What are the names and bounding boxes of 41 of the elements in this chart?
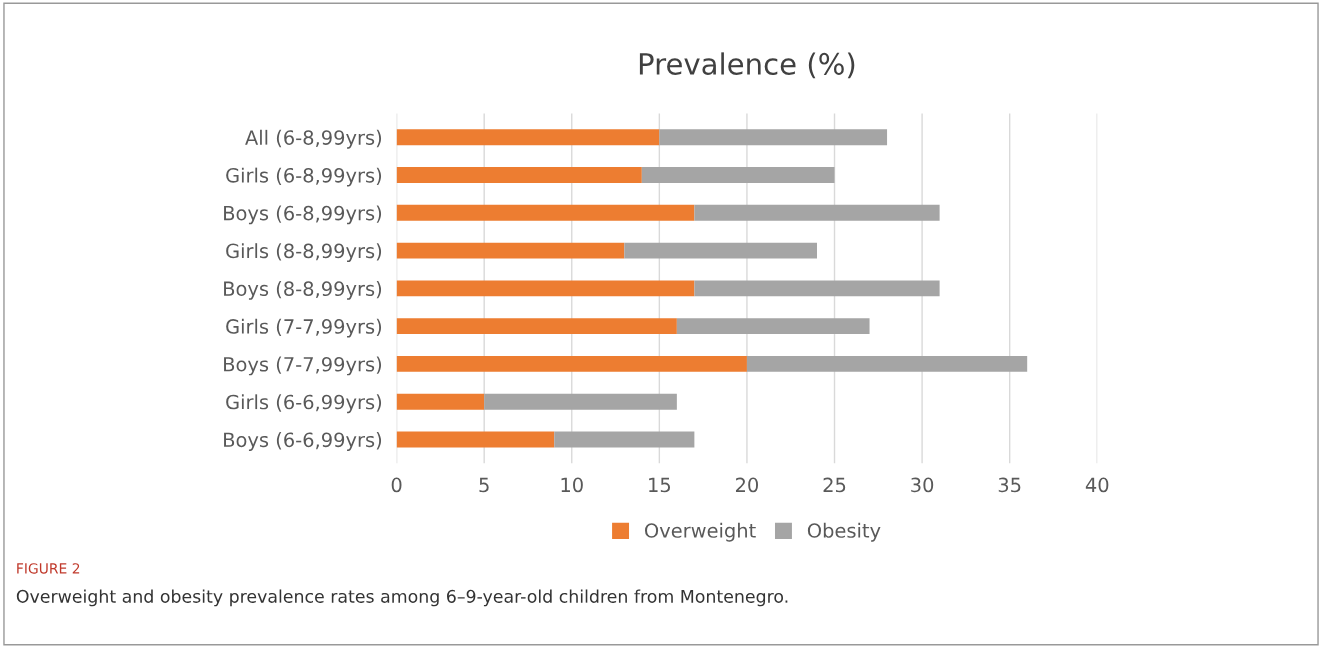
x-tick-label: 5 — [479, 477, 489, 493]
bar — [396, 129, 660, 146]
y-tick-label: Girls (6-6,99yrs) — [226, 394, 382, 414]
bar — [396, 242, 625, 259]
bar — [396, 280, 695, 297]
x-tick-label: 20 — [735, 477, 759, 493]
y-tick-label: All (6-8,99yrs) — [245, 129, 382, 149]
bar — [396, 431, 555, 448]
y-tick-label: Girls (6-8,99yrs) — [226, 167, 382, 187]
y-tick-label: Girls (8-8,99yrs) — [226, 243, 382, 263]
chart-title: Prevalence (%) — [639, 52, 855, 79]
bar — [694, 280, 940, 297]
x-tick-label: 30 — [911, 477, 934, 493]
bar — [554, 431, 695, 448]
bar — [641, 167, 835, 183]
bar — [746, 355, 1028, 372]
bar — [624, 242, 817, 259]
bar — [396, 355, 747, 372]
bar — [396, 393, 485, 410]
bar — [676, 318, 870, 335]
bar — [396, 318, 677, 335]
bar — [396, 167, 642, 183]
bar — [396, 204, 695, 221]
caption: FIGURE 2 — [17, 563, 80, 574]
text: Overweight and obesity prevalence rates among 6–9-year-old children from Montenegro. — [16, 589, 788, 607]
legend-label: Obesity — [807, 522, 881, 542]
x-tick-label: 40 — [1085, 477, 1109, 493]
y-tick-label: Boys (6-8,99yrs) — [224, 205, 382, 225]
y-tick-label: Girls (7-7,99yrs) — [226, 318, 382, 338]
x-tick-label: 0 — [391, 477, 402, 493]
bar — [694, 204, 940, 221]
y-tick-label: Boys (8-8,99yrs) — [224, 280, 382, 300]
bar — [659, 129, 888, 146]
x-tick-label: 35 — [998, 477, 1021, 493]
legend-label: Overweight — [644, 522, 756, 542]
y-tick-label: Boys (7-7,99yrs) — [224, 356, 382, 376]
y-tick-label: Boys (6-6,99yrs) — [224, 432, 382, 451]
x-tick-label: 15 — [649, 477, 671, 493]
bar — [484, 393, 677, 410]
x-tick-label: 25 — [823, 477, 846, 493]
x-tick-label: 10 — [561, 477, 583, 493]
